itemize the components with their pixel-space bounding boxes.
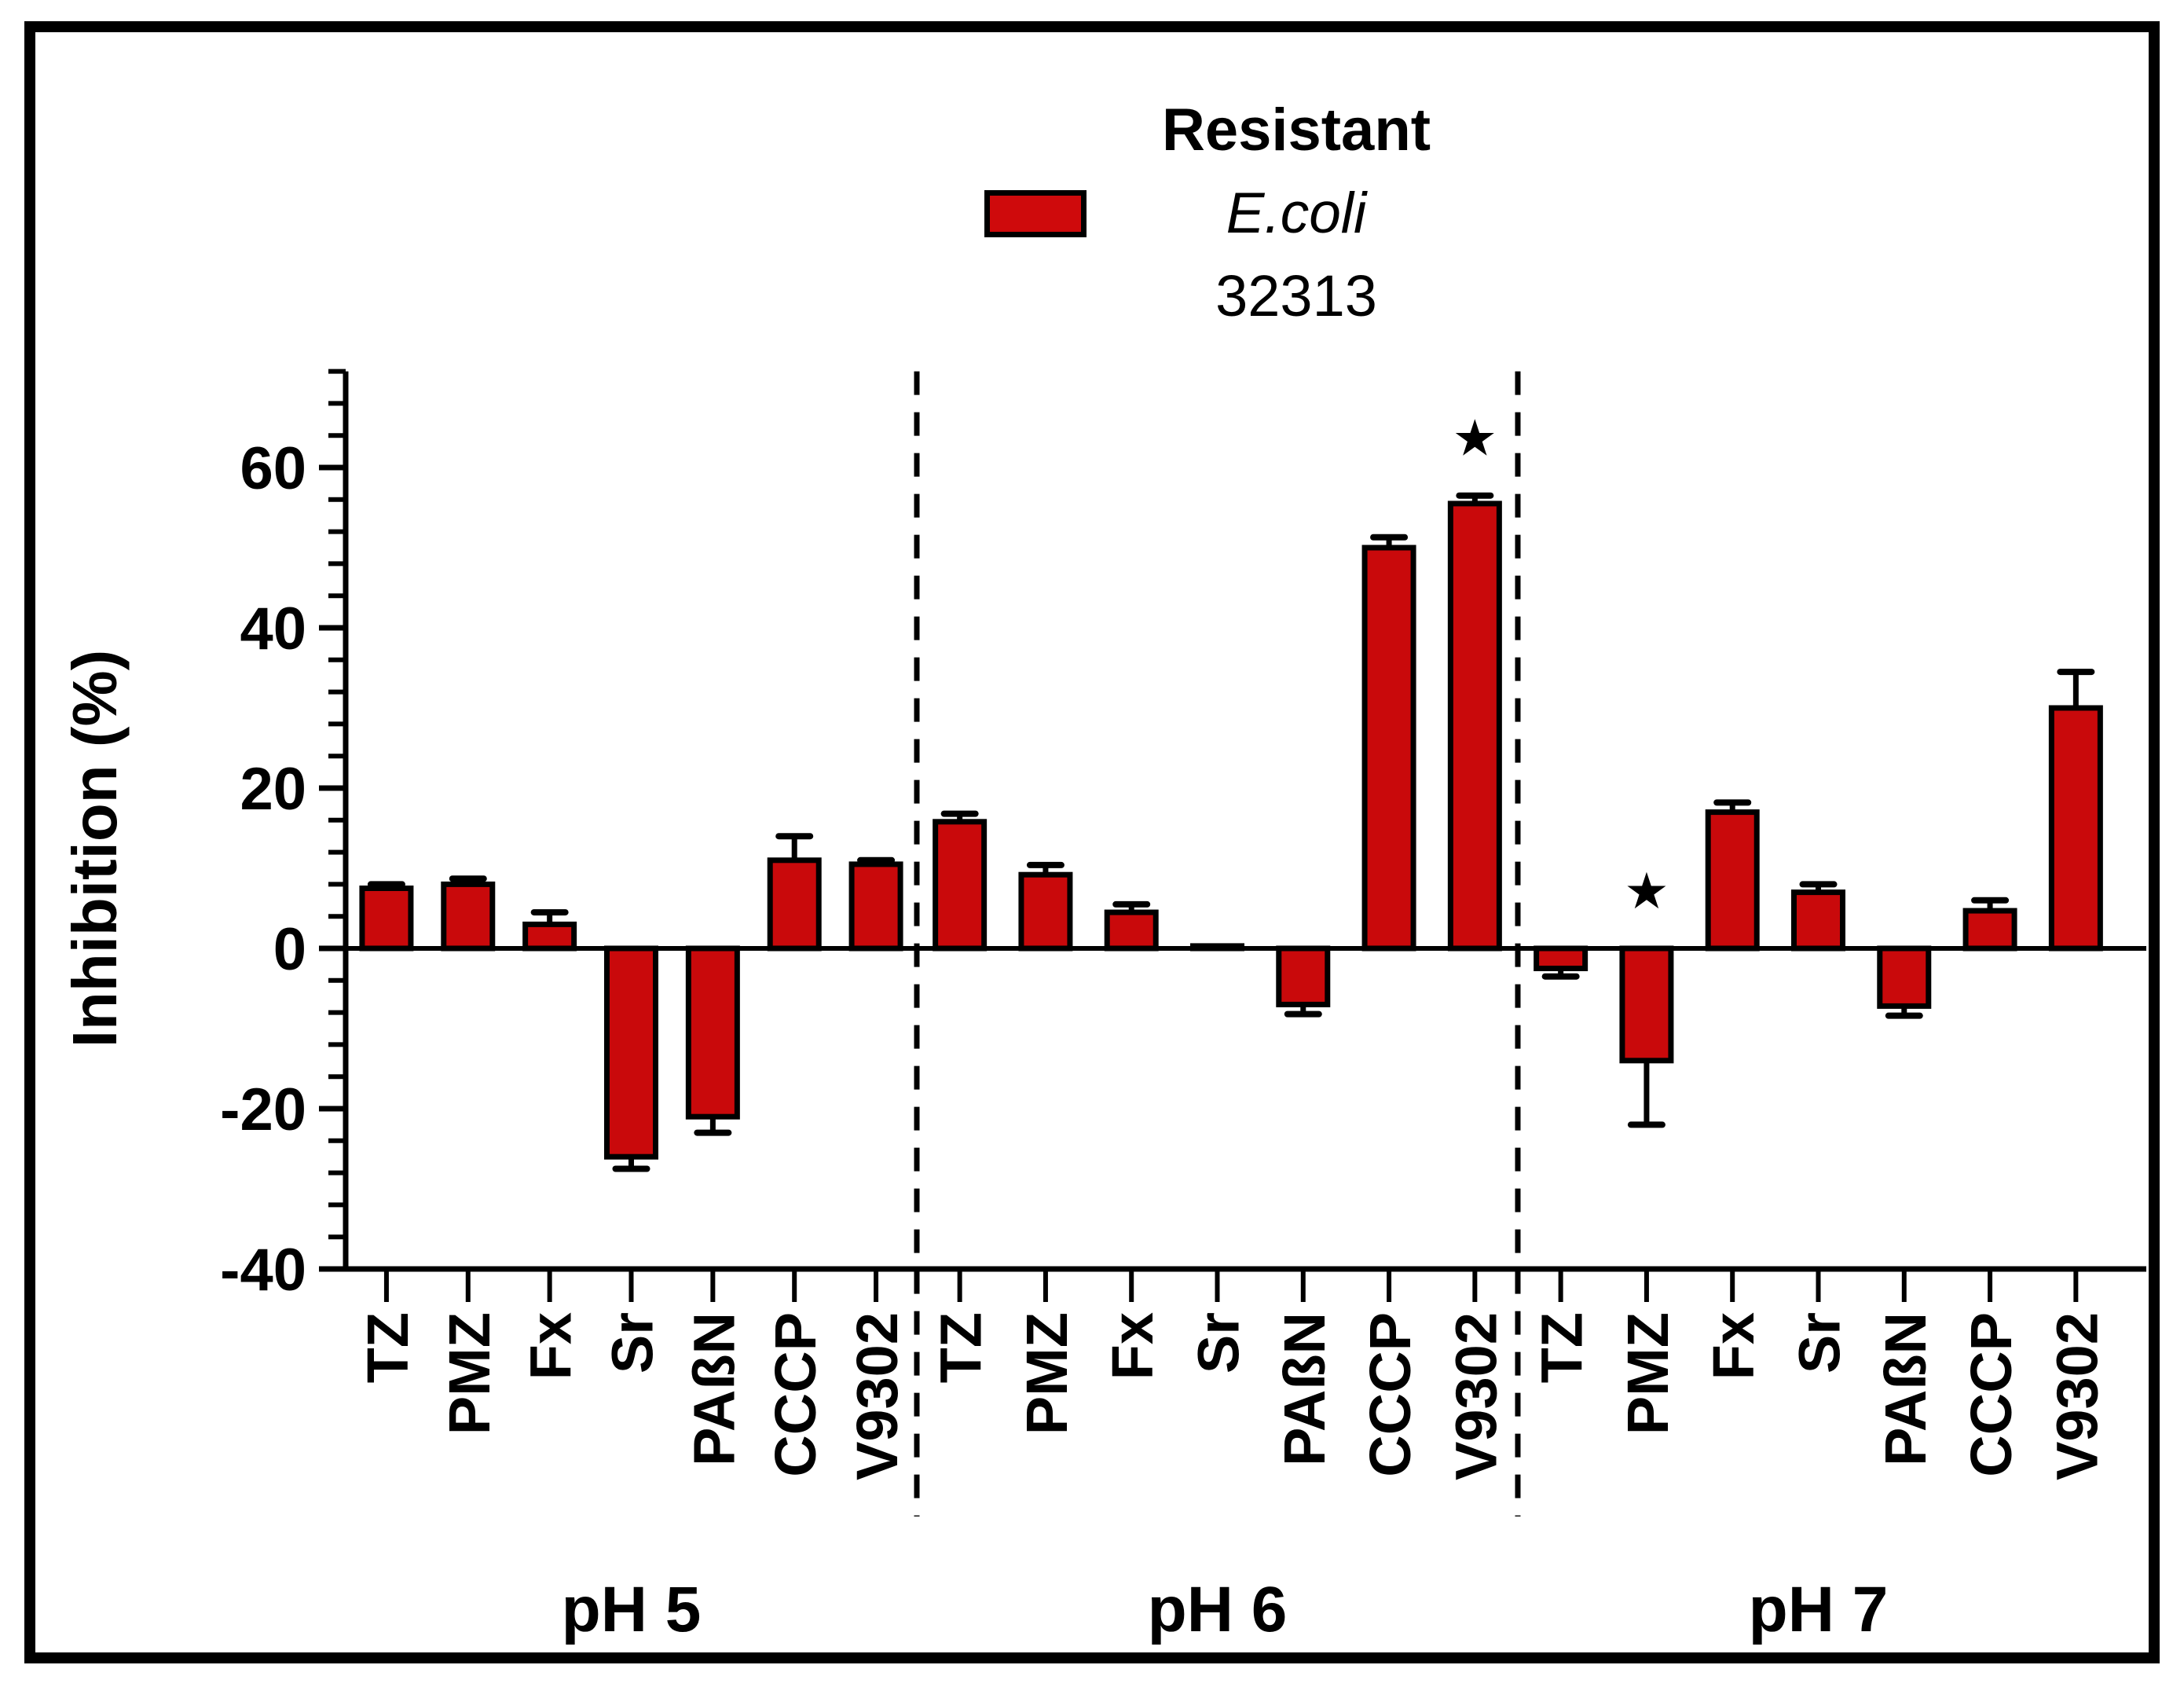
x-category-label: Fx — [1100, 1312, 1165, 1380]
y-axis-title: Inhibition (%) — [60, 650, 130, 1048]
x-category-label: V9302 — [845, 1312, 910, 1480]
bar-ph5-TZ — [359, 886, 414, 952]
x-category-label: PMZ — [1615, 1312, 1680, 1435]
x-category-label: CCCP — [1358, 1312, 1423, 1477]
figure-border — [24, 21, 2160, 1663]
y-tick-label: -40 — [220, 1237, 306, 1304]
group-label: pH 5 — [562, 1574, 702, 1645]
bar-ph6-PMZ — [1018, 871, 1073, 952]
bar-ph6-Sr — [1190, 943, 1244, 952]
significance-star: ★ — [1624, 863, 1669, 919]
y-tick-label: 40 — [240, 596, 306, 662]
x-category-label: Sr — [600, 1312, 665, 1373]
x-category-label: CCCP — [763, 1312, 828, 1477]
bar-ph7-PAßN — [1877, 945, 1932, 1009]
bar-ph5-Fx — [522, 921, 577, 952]
y-tick-label: -20 — [220, 1076, 306, 1143]
significance-star: ★ — [1453, 410, 1497, 467]
bar-ph7-CCCP — [1962, 908, 2017, 952]
x-category-label: PAßN — [1272, 1312, 1337, 1466]
x-category-label: Sr — [1787, 1312, 1852, 1373]
group-label: pH 6 — [1148, 1574, 1288, 1645]
x-category-label: V9302 — [2044, 1312, 2109, 1480]
bar-ph7-Sr — [1791, 889, 1845, 952]
bar-ph7-PMZ — [1619, 945, 1674, 1064]
x-category-label: PMZ — [1014, 1312, 1079, 1435]
bar-ph5-V9302 — [848, 861, 903, 952]
x-category-label: Fx — [1701, 1312, 1766, 1380]
group-label: pH 7 — [1749, 1574, 1889, 1645]
bar-ph5-PMZ — [441, 881, 496, 952]
x-category-label: PMZ — [437, 1312, 502, 1435]
bar-ph6-Fx — [1104, 909, 1159, 952]
x-category-label: TZ — [929, 1312, 994, 1383]
y-tick-label: 0 — [273, 916, 306, 983]
x-category-label: CCCP — [1959, 1312, 2024, 1477]
bar-ph5-CCCP — [767, 857, 822, 952]
x-category-label: PAßN — [1873, 1312, 1938, 1466]
bar-ph6-PAßN — [1276, 945, 1331, 1007]
x-category-label: TZ — [1530, 1312, 1595, 1383]
bar-ph6-CCCP — [1361, 545, 1416, 952]
x-category-label: TZ — [355, 1312, 420, 1383]
x-category-label: Sr — [1186, 1312, 1251, 1373]
bar-ph6-V9302 — [1447, 501, 1502, 952]
y-tick-label: 20 — [240, 756, 306, 823]
bar-ph5-Sr — [604, 945, 658, 1160]
bar-ph7-Fx — [1705, 809, 1760, 952]
x-category-label: Fx — [519, 1312, 584, 1380]
bar-ph7-TZ — [1534, 945, 1589, 971]
x-category-label: PAßN — [681, 1312, 746, 1466]
y-tick-label: 60 — [240, 435, 306, 502]
bar-ph5-PAßN — [685, 945, 740, 1120]
bar-ph6-TZ — [933, 819, 988, 952]
bar-ph7-V9302 — [2048, 705, 2103, 952]
x-category-label: V9302 — [1443, 1312, 1508, 1480]
